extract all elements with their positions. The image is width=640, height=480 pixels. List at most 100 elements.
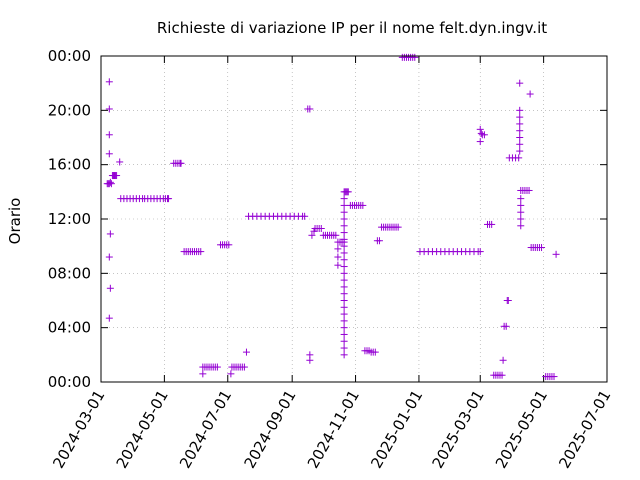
data-point	[340, 256, 348, 264]
x-tick-label: 2024-11-01	[304, 387, 363, 472]
data-point	[242, 348, 250, 356]
y-tick-label: 16:00	[48, 156, 91, 174]
data-point	[334, 245, 342, 253]
y-tick-label: 00:00	[48, 47, 91, 65]
data-point	[550, 373, 558, 381]
data-point	[105, 105, 113, 113]
data-point	[340, 263, 348, 271]
data-point	[517, 222, 525, 230]
data-point	[525, 186, 533, 194]
data-point	[517, 195, 525, 203]
data-point	[306, 105, 314, 113]
x-tick-label: 2024-09-01	[240, 387, 299, 472]
data-point	[107, 180, 115, 188]
data-point	[517, 215, 525, 223]
data-point	[340, 337, 348, 345]
data-point	[197, 248, 205, 256]
y-tick-label: 04:00	[48, 319, 91, 337]
data-point	[340, 222, 348, 230]
data-point	[375, 237, 383, 245]
data-point	[308, 231, 316, 239]
data-point	[477, 129, 485, 137]
y-tick-label: 00:00	[48, 373, 91, 391]
data-point	[213, 363, 221, 371]
chart-title: Richieste di variazione IP per il nome f…	[157, 19, 547, 37]
data-point	[517, 208, 525, 216]
y-tick-label: 20:00	[48, 101, 91, 119]
data-point	[504, 297, 512, 304]
data-point	[105, 131, 113, 139]
data-point	[502, 322, 510, 330]
data-point	[106, 178, 114, 186]
data-point	[116, 158, 124, 166]
data-point	[476, 248, 484, 256]
data-point	[340, 269, 348, 277]
data-point	[165, 195, 173, 203]
data-point	[340, 276, 348, 284]
data-points	[103, 53, 560, 381]
data-point	[516, 127, 524, 135]
x-tick-label: 2024-05-01	[113, 387, 172, 472]
data-point	[340, 242, 348, 250]
data-point	[105, 253, 113, 261]
data-point	[105, 150, 113, 158]
data-point	[516, 134, 524, 141]
ticks: 00:0004:0008:0012:0016:0020:0000:002024-…	[48, 47, 615, 472]
data-point	[476, 138, 484, 146]
data-point	[113, 172, 121, 180]
data-point	[526, 90, 534, 98]
data-point	[340, 195, 348, 203]
data-point	[340, 208, 348, 216]
data-point	[301, 212, 309, 220]
data-point	[340, 201, 348, 209]
data-point	[371, 348, 379, 356]
data-point	[317, 225, 325, 233]
data-point	[340, 330, 348, 338]
y-tick-label: 12:00	[48, 210, 91, 228]
y-tick-label: 08:00	[48, 264, 91, 282]
data-point	[394, 223, 402, 231]
data-point	[340, 324, 348, 332]
data-point	[332, 231, 340, 239]
data-point	[105, 314, 113, 322]
data-point	[227, 370, 235, 378]
data-point	[306, 356, 314, 364]
data-point	[240, 363, 248, 371]
data-point	[488, 220, 496, 228]
data-point	[199, 370, 207, 378]
data-point	[538, 244, 546, 252]
data-point	[340, 235, 348, 243]
data-point	[340, 303, 348, 311]
data-point	[340, 351, 348, 359]
data-point	[476, 125, 484, 133]
data-point	[344, 188, 352, 196]
x-tick-label: 2025-05-01	[492, 387, 551, 472]
data-point	[516, 79, 524, 87]
y-axis-label: Orario	[6, 198, 24, 245]
data-point	[340, 297, 348, 304]
data-point	[340, 344, 348, 352]
data-point	[106, 284, 114, 292]
data-point	[515, 154, 523, 162]
data-point	[516, 120, 524, 128]
data-point	[340, 310, 348, 318]
data-point	[516, 140, 524, 148]
data-point	[480, 131, 488, 139]
data-point	[498, 371, 506, 379]
plot-frame	[100, 55, 608, 383]
data-point	[334, 261, 342, 269]
data-point	[340, 283, 348, 291]
data-point	[516, 106, 524, 114]
data-point	[106, 230, 114, 238]
data-point	[177, 159, 185, 167]
data-point	[225, 241, 233, 249]
data-point	[340, 215, 348, 223]
data-point	[552, 250, 560, 258]
data-point	[516, 113, 524, 121]
data-point	[105, 78, 113, 86]
x-tick-label: 2025-03-01	[429, 387, 488, 472]
data-point	[340, 317, 348, 325]
data-point	[517, 201, 525, 209]
x-tick-label: 2024-03-01	[49, 387, 108, 472]
